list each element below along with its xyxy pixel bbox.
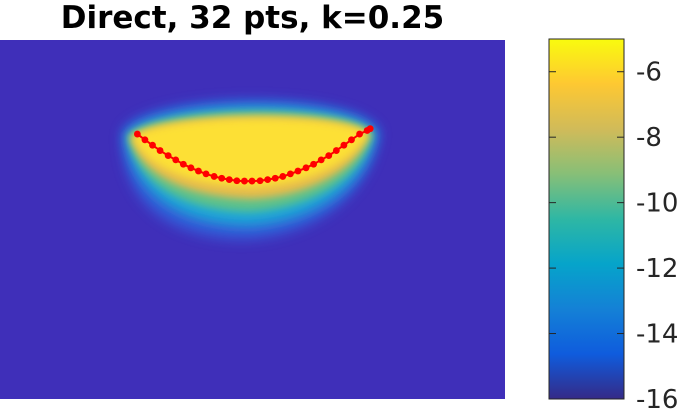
sample-points [133, 125, 374, 185]
sample-point [233, 177, 241, 185]
colorbar-tick-label: -14 [636, 320, 678, 350]
sample-point [187, 164, 195, 172]
colorbar-tick-label: -16 [636, 385, 678, 410]
sample-point [310, 160, 318, 168]
colorbar: -6 -8 -10 -12 -14 -16 [548, 38, 678, 410]
sample-point [348, 136, 355, 144]
sample-point [294, 167, 302, 175]
sample-point [325, 152, 333, 159]
colorbar-tick-label: -10 [636, 189, 678, 219]
sample-point [271, 174, 279, 182]
sample-point [133, 130, 141, 138]
sample-point [264, 176, 272, 184]
sample-point [248, 177, 256, 185]
sample-point [141, 136, 149, 144]
chart-title: Direct, 32 pts, k=0.25 [60, 0, 445, 36]
heatmap-plot [0, 40, 505, 399]
sample-point [210, 173, 218, 180]
sample-point [241, 177, 248, 185]
sample-point [195, 167, 202, 175]
sample-point [366, 125, 374, 133]
colorbar-ticks: -6 -8 -10 -12 -14 -16 [549, 58, 678, 410]
sample-point [202, 170, 210, 178]
sample-point [286, 170, 294, 178]
sample-point [302, 164, 310, 172]
colorbar-tick-label: -6 [636, 58, 662, 88]
sample-point [225, 176, 233, 184]
colorbar-tick-label: -12 [636, 254, 678, 284]
sample-point [179, 160, 187, 168]
sample-point [279, 173, 287, 180]
sample-point [256, 177, 264, 185]
colorbar-frame [548, 38, 625, 400]
colorbar-gradient [549, 39, 624, 399]
sample-point [149, 141, 156, 149]
sample-point [340, 141, 348, 149]
sample-point [172, 156, 180, 164]
sample-point [356, 130, 363, 138]
sample-point [317, 156, 325, 164]
sample-point [156, 147, 164, 154]
sample-point [164, 152, 172, 159]
sample-point [218, 174, 226, 182]
sample-point [332, 147, 340, 154]
colorbar-tick-label: -8 [636, 123, 662, 153]
